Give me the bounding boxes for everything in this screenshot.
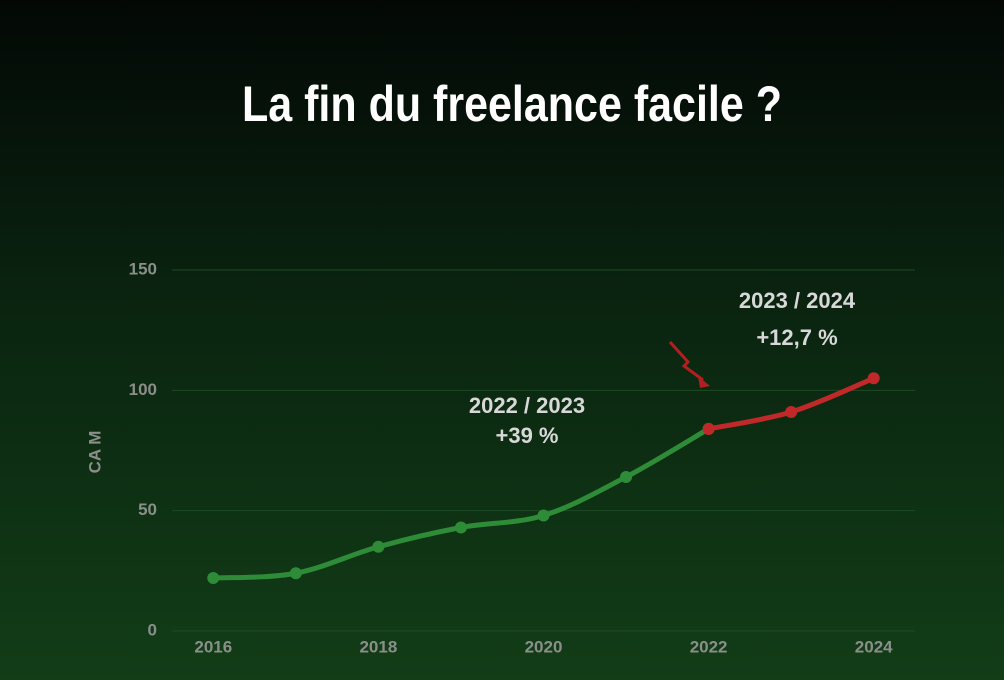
arrow-head: [698, 376, 710, 388]
data-point: [702, 422, 715, 435]
data-point: [372, 540, 385, 553]
annotation: +39 %: [496, 423, 559, 448]
chart-title: La fin du freelance facile ?: [242, 76, 782, 132]
x-tick-label: 2022: [690, 637, 728, 656]
annotation: +12,7 %: [756, 325, 837, 350]
annotation: 2022 / 2023: [469, 393, 585, 418]
x-tick-label: 2016: [194, 637, 232, 656]
x-tick-label: 2018: [359, 637, 397, 656]
y-tick-label: 0: [148, 620, 157, 639]
y-tick-label: 150: [129, 259, 157, 278]
data-point: [867, 372, 880, 385]
annotation: 2023 / 2024: [739, 288, 856, 313]
data-point: [785, 405, 798, 418]
data-point: [537, 509, 550, 522]
x-tick-label: 2024: [855, 637, 893, 656]
data-point: [454, 521, 467, 534]
data-point: [620, 470, 633, 483]
arrow: [668, 340, 704, 382]
data-point: [289, 567, 302, 580]
data-point: [207, 572, 220, 585]
y-tick-label: 50: [138, 500, 157, 519]
x-tick-label: 2020: [525, 637, 563, 656]
y-axis-label: CA M: [85, 431, 104, 474]
y-tick-label: 100: [129, 380, 157, 399]
